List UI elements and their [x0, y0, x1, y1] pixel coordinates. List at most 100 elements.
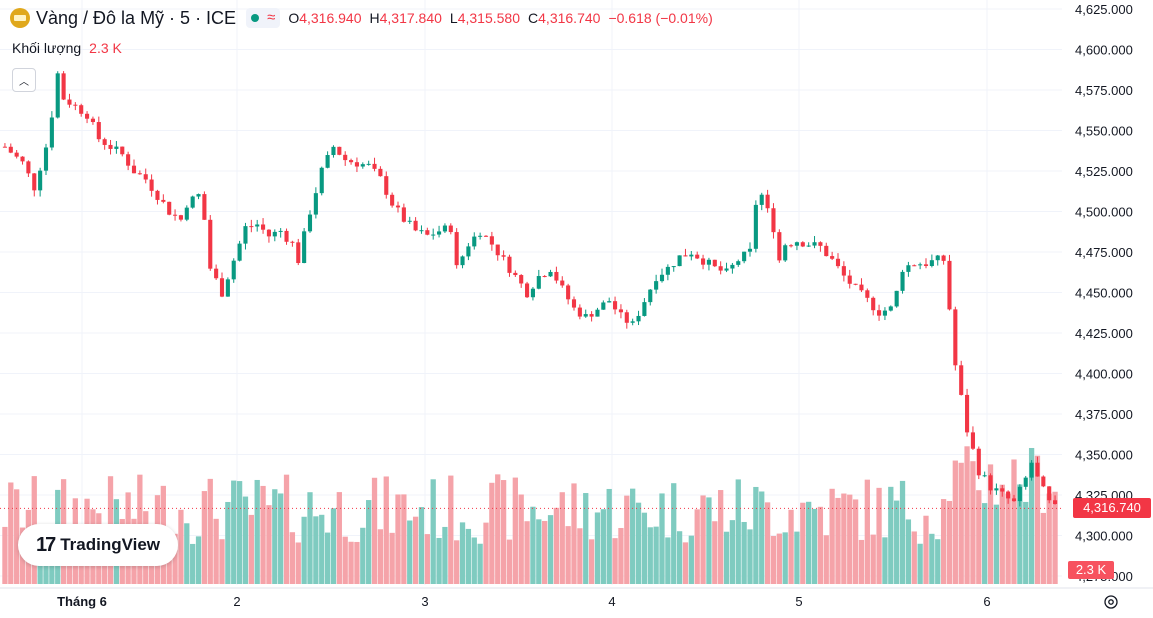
volume-label: Khối lượng [12, 40, 82, 56]
candle-body [525, 283, 530, 298]
candle-body [618, 309, 623, 313]
volume-bar [653, 526, 659, 584]
candle-body [325, 155, 330, 168]
candle-body [437, 231, 442, 235]
volume-bar [2, 526, 8, 584]
candle-body [1000, 488, 1005, 492]
volume-bar [852, 499, 859, 584]
candle-body [85, 113, 90, 119]
candle-body [454, 232, 459, 266]
price-tick-label: 4,300.000 [1075, 529, 1133, 544]
volume-bar [195, 536, 202, 584]
candle-body [448, 225, 453, 233]
volume-bar [706, 497, 712, 584]
candle-body [1041, 476, 1046, 487]
chart-settings-button[interactable] [1101, 592, 1121, 612]
volume-bar [876, 487, 882, 584]
ohlc-high: H4,317.840 [369, 10, 442, 26]
candle-body [706, 259, 711, 265]
volume-bar [495, 474, 501, 584]
candle-body [337, 146, 342, 155]
volume-bar [882, 537, 888, 584]
volume-bar [207, 478, 213, 584]
candle-body [196, 194, 201, 197]
volume-bar [272, 489, 278, 584]
volume-bar [1028, 447, 1035, 584]
volume-bar [982, 503, 988, 584]
candle-body [965, 394, 970, 433]
volume-bar [788, 509, 794, 584]
volume-bar [465, 528, 472, 584]
symbol-title[interactable]: Vàng / Đô la Mỹ · 5 · ICE [36, 7, 237, 28]
candle-body [789, 245, 794, 247]
candle-body [225, 279, 230, 297]
volume-bar [383, 476, 389, 584]
candle-body [90, 118, 95, 123]
volume-legend[interactable]: Khối lượng 2.3 K [12, 40, 122, 56]
volume-bar [583, 493, 589, 584]
candle-body [55, 73, 60, 118]
candle-body [777, 232, 782, 261]
volume-bar [248, 514, 254, 584]
candle-body [519, 275, 524, 284]
candle-body [425, 230, 430, 235]
candle-body [155, 190, 160, 200]
volume-bar [483, 522, 489, 584]
time-tick-label: 6 [983, 594, 990, 609]
candle-body [941, 255, 946, 261]
candle-body [659, 274, 665, 282]
price-tick-label: 4,475.000 [1075, 245, 1133, 260]
candle-body [577, 307, 582, 317]
volume-bar [313, 516, 319, 584]
candle-body [307, 214, 313, 232]
volume-bar [295, 542, 301, 584]
candle-body [560, 280, 565, 286]
candle-body [61, 73, 66, 100]
time-axis[interactable]: Tháng 6 2 3 4 5 6 [0, 587, 1153, 609]
candle-body [753, 204, 758, 249]
candle-body [349, 160, 354, 163]
candle-body [929, 260, 934, 266]
volume-bar [659, 493, 665, 584]
candle-body [853, 283, 858, 285]
volume-bar [1046, 493, 1052, 584]
status-pill[interactable]: ≈ [246, 8, 281, 28]
volume-bar [536, 519, 542, 584]
candle-body [935, 255, 940, 261]
candle-body [847, 275, 852, 284]
candle-body [695, 254, 700, 259]
candle-body [413, 220, 418, 231]
candle-body [554, 271, 559, 281]
candle-body [536, 276, 541, 289]
candle-body [900, 271, 905, 291]
volume-bar [823, 535, 829, 584]
volume-bar [260, 485, 266, 584]
candle-body [184, 207, 189, 220]
candle-body [249, 226, 254, 228]
volume-bar [371, 477, 378, 584]
candle-body [841, 266, 846, 276]
price-axis[interactable]: 4,625.000 4,600.000 4,575.000 4,550.000 4,52… [1075, 2, 1133, 584]
volume-bar [436, 537, 442, 584]
candle-body [360, 164, 365, 167]
candle-body [190, 196, 195, 208]
candle-body [478, 235, 483, 237]
volume-bar [665, 537, 671, 584]
collapse-legend-button[interactable]: ︿ [12, 68, 36, 92]
volume-bar [606, 488, 612, 584]
ohlc-low: L4,315.580 [449, 10, 521, 26]
candle-body [724, 268, 729, 271]
candle-body [319, 167, 324, 194]
tradingview-logo[interactable]: 17 TradingView [18, 524, 178, 566]
candle-body [419, 230, 424, 232]
candle-body [824, 245, 829, 257]
volume-bar [283, 474, 290, 584]
volume-bar [389, 532, 395, 584]
candle-body [630, 321, 635, 323]
volume-badge: 2.3 K [1068, 561, 1114, 579]
candle-body [970, 432, 975, 449]
candle-body [255, 224, 260, 227]
candle-body [8, 146, 13, 153]
volume-bar [178, 509, 184, 584]
